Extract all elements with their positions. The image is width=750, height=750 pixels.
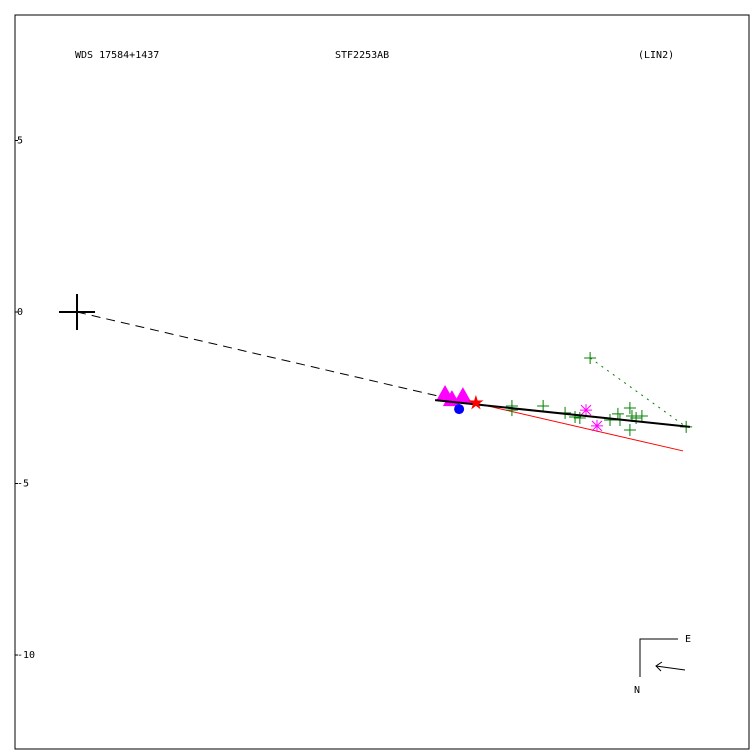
plus-marker	[537, 399, 550, 412]
y-tick-label: -5	[17, 479, 29, 490]
annotation: (LIN2)	[638, 50, 674, 61]
dot-marker	[454, 404, 465, 415]
chart-title: STF2253AB	[335, 50, 389, 61]
y-tick-label: -10	[17, 650, 35, 661]
compass-axes	[639, 638, 678, 677]
plot-frame	[14, 14, 750, 750]
plus-marker	[635, 409, 648, 422]
compass-arrow	[655, 665, 686, 671]
compass-north: N	[634, 685, 640, 696]
y-tick-label: 5	[17, 136, 23, 147]
annotation: WDS 17584+1437	[75, 50, 159, 61]
star-marker	[468, 394, 484, 410]
fit-line	[589, 357, 687, 428]
fit-line	[76, 311, 461, 402]
compass-arrowhead	[655, 661, 663, 672]
plus-marker	[569, 410, 582, 423]
fit-line	[469, 401, 684, 452]
plus-marker	[584, 351, 597, 364]
asterisk-marker	[590, 419, 603, 432]
y-tick-label: 0	[17, 307, 23, 318]
compass: E N	[634, 634, 691, 696]
plus-marker	[611, 407, 624, 420]
primary-marker	[59, 294, 96, 331]
plus-marker	[623, 424, 636, 437]
asterisk-marker	[580, 404, 593, 417]
plus-marker	[573, 411, 586, 424]
plus-marker	[505, 404, 518, 417]
plus-marker	[623, 402, 636, 415]
compass-east: E	[685, 634, 691, 645]
triangle-marker	[453, 387, 472, 404]
